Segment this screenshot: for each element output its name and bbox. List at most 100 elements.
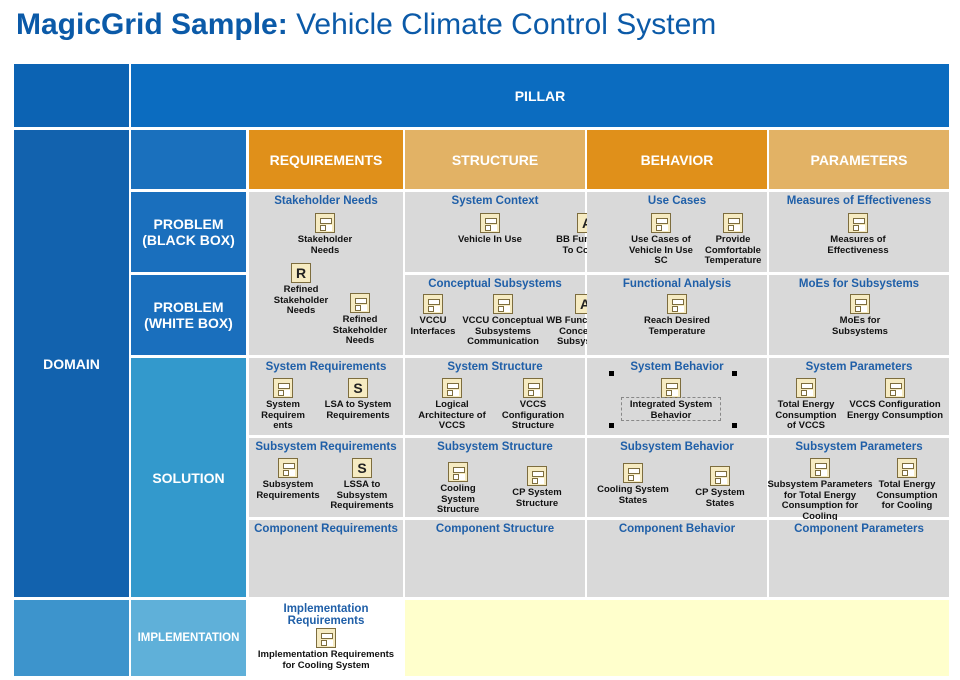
item-icon xyxy=(796,378,816,398)
item-icon xyxy=(448,462,468,482)
item-label: Cooling System States xyxy=(597,484,669,506)
selection-box xyxy=(621,397,721,421)
item-icon xyxy=(885,378,905,398)
selection-handle xyxy=(732,423,737,428)
selection-handle xyxy=(732,371,737,376)
grid-cell xyxy=(405,520,585,597)
cell-title: Subsystem Behavior xyxy=(620,441,734,453)
grid-cell xyxy=(769,520,949,597)
grid-cell xyxy=(405,358,585,435)
item-icon xyxy=(667,294,687,314)
cell-title: Subsystem Structure xyxy=(437,441,553,453)
item-icon xyxy=(810,458,830,478)
grid-cell xyxy=(587,438,767,517)
item-label: System Requirements xyxy=(261,399,305,431)
page-title: MagicGrid Sample: Vehicle Climate Contro… xyxy=(16,8,716,42)
grid-cell xyxy=(587,275,767,355)
item-label: WB Functions To Conceptual Subsystems xyxy=(546,315,624,347)
column-header: STRUCTURE xyxy=(405,130,585,189)
grid-cell xyxy=(769,438,949,517)
cell-title: Functional Analysis xyxy=(622,278,732,290)
item-label: MoEs for Subsystems xyxy=(832,315,888,337)
item-label: Stakeholder Needs xyxy=(297,234,353,256)
item-label: Total Energy Consumption for Cooling xyxy=(876,479,938,511)
grid-cell xyxy=(587,520,767,597)
cell-title: Implementation Requirements xyxy=(283,603,369,627)
item-label: Implementation Requirements for Cooling … xyxy=(257,649,395,671)
item-label: VCCS Configuration Energy Consumption xyxy=(846,399,944,421)
item-label: Refined Stakeholder Needs xyxy=(273,284,329,316)
grid-cell xyxy=(405,275,585,355)
item-icon xyxy=(316,628,336,648)
item-icon: S xyxy=(348,378,368,398)
item-label: Reach Desired Temperature xyxy=(643,315,710,337)
item-icon xyxy=(523,378,543,398)
column-header: BEHAVIOR xyxy=(587,130,767,189)
row-header: PROBLEM (WHITE BOX) xyxy=(131,275,246,355)
pillar-header: PILLAR xyxy=(131,64,949,127)
item-icon xyxy=(850,294,870,314)
grid-cell xyxy=(405,438,585,517)
grid-cell xyxy=(249,520,403,597)
item-label: Integrated System Behavior xyxy=(629,399,713,421)
title-bold: MagicGrid Sample: xyxy=(16,8,288,41)
item-icon xyxy=(273,378,293,398)
cell-title: System Requirements xyxy=(265,361,387,373)
item-icon xyxy=(723,213,743,233)
item-icon: S xyxy=(352,458,372,478)
item-icon xyxy=(661,378,681,398)
item-icon xyxy=(848,213,868,233)
item-label: Refined Stakeholder Needs xyxy=(332,314,388,346)
item-label: Subsystem Requirements xyxy=(256,479,320,501)
cell-title: Subsystem Parameters xyxy=(795,441,923,453)
item-icon xyxy=(623,463,643,483)
cell-title: Use Cases xyxy=(647,195,707,207)
item-label: LSA to System Requirements xyxy=(324,399,392,421)
item-label: VCCU Conceptual Subsystems Communication xyxy=(462,315,544,347)
item-icon xyxy=(480,213,500,233)
item-icon xyxy=(442,378,462,398)
item-icon xyxy=(350,293,370,313)
item-icon xyxy=(315,213,335,233)
row-header: SOLUTION xyxy=(131,358,246,597)
item-label: Provide Comfortable Temperature xyxy=(704,234,762,266)
impl-side xyxy=(14,600,129,676)
row-header: IMPLEMENTATION xyxy=(131,600,246,676)
row-label: SOLUTION xyxy=(152,469,225,486)
item-label: LSSA to Subsystem Requirements xyxy=(330,479,394,511)
cell-title: Measures of Effectiveness xyxy=(786,195,932,207)
cell-title: System Context xyxy=(451,195,539,207)
row-label: (WHITE BOX) xyxy=(144,315,233,331)
item-label: Cooling System Structure xyxy=(436,483,480,515)
item-label: CP System States xyxy=(695,487,745,509)
item-icon xyxy=(897,458,917,478)
row-label: PROBLEM xyxy=(153,299,224,315)
corner xyxy=(14,64,129,127)
row-header: PROBLEM (BLACK BOX) xyxy=(131,192,246,272)
item-icon xyxy=(423,294,443,314)
item-label: VCCU Interfaces xyxy=(410,315,456,337)
column-header: REQUIREMENTS xyxy=(249,130,403,189)
item-icon xyxy=(278,458,298,478)
impl-area xyxy=(405,600,949,676)
item-label: Vehicle In Use xyxy=(458,234,522,245)
item-label: CP System Structure xyxy=(512,487,562,509)
cell-title: Component Structure xyxy=(435,523,555,535)
cell-title: Subsystem Requirements xyxy=(255,441,397,453)
title-text: Vehicle Climate Control System xyxy=(296,8,717,41)
cell-title: MoEs for Subsystems xyxy=(798,278,920,290)
row-label: IMPLEMENTATION xyxy=(137,632,240,644)
cell-title: System Structure xyxy=(447,361,543,373)
item-label: Measures of Effectiveness xyxy=(827,234,889,256)
cell-title: Component Behavior xyxy=(618,523,736,535)
column-header: PARAMETERS xyxy=(769,130,949,189)
item-icon xyxy=(493,294,513,314)
cell-title: Conceptual Subsystems xyxy=(428,278,562,290)
item-label: VCCS Configuration Structure xyxy=(501,399,565,431)
cell-title: System Parameters xyxy=(805,361,913,373)
item-icon xyxy=(710,466,730,486)
domain-header: DOMAIN xyxy=(14,130,129,597)
item-icon: R xyxy=(291,263,311,283)
item-label: Use Cases of Vehicle In Use SC xyxy=(629,234,693,266)
